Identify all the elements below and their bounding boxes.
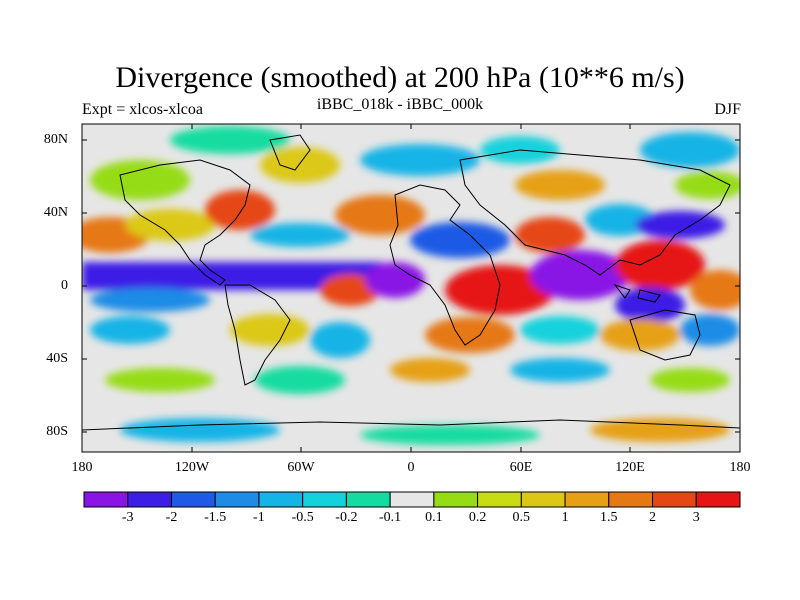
lon-ticks: [81, 124, 741, 452]
lat-ticks: [82, 139, 740, 433]
lon-label: 180: [71, 460, 93, 475]
colorbar-label: 0.2: [468, 510, 487, 525]
colorbar-label: 3: [692, 510, 700, 525]
colorbar-swatch: [170, 491, 216, 508]
lon-label: 60E: [509, 460, 533, 475]
lat-label: 40S: [46, 351, 68, 366]
season-label: DJF: [714, 101, 741, 118]
colorbar-label: -3: [121, 510, 134, 525]
lat-label: 80N: [43, 132, 68, 147]
colorbar-label: 0.1: [425, 510, 443, 525]
experiment-label: Expt = xlcos-xlcoa: [82, 101, 203, 118]
colorbar-label: -0.2: [335, 510, 358, 525]
colorbar-label: -0.1: [379, 510, 402, 525]
divergence-field: [82, 126, 740, 445]
colorbar-label: 2: [649, 510, 656, 525]
colorbar-swatch: [564, 491, 610, 508]
lon-label: 120W: [174, 460, 210, 475]
coastlines: [82, 134, 740, 431]
colorbar-swatch: [608, 491, 654, 508]
colorbar-label: 1.5: [600, 510, 618, 525]
lat-label: 80S: [46, 424, 68, 439]
lon-label: 180: [729, 460, 751, 475]
lon-label: 60W: [287, 460, 315, 475]
colorbar-label: 1: [561, 510, 569, 525]
lat-label: 0: [61, 278, 68, 293]
colorbar-swatch: [433, 491, 479, 508]
colorbar-swatch: [302, 491, 347, 508]
colorbar-swatch: [652, 491, 697, 508]
colorbar-swatch: [127, 491, 172, 508]
colorbar-label: -2: [165, 510, 178, 525]
colorbar-swatch: [258, 491, 304, 508]
colorbar-label: -0.5: [291, 510, 314, 525]
colorbar-swatch: [83, 491, 129, 508]
colorbar-swatch: [477, 491, 522, 508]
colorbar-swatch: [214, 491, 260, 508]
colorbar-label: 0.5: [512, 510, 531, 525]
colorbar-swatch: [389, 491, 435, 508]
colorbar-swatch: [520, 491, 566, 508]
colorbar-swatch: [345, 491, 391, 508]
run-comparison-label: iBBC_018k - iBBC_000k: [316, 96, 484, 113]
colorbar: [83, 491, 741, 508]
lat-label: 40N: [43, 205, 68, 220]
colorbar-label: -1.5: [204, 510, 227, 525]
page-title: Divergence (smoothed) at 200 hPa (10**6 …: [115, 61, 685, 94]
lon-label: 0: [407, 460, 415, 475]
colorbar-label: -1: [253, 510, 265, 525]
lon-label: 120E: [615, 460, 645, 475]
colorbar-swatch: [695, 491, 741, 508]
